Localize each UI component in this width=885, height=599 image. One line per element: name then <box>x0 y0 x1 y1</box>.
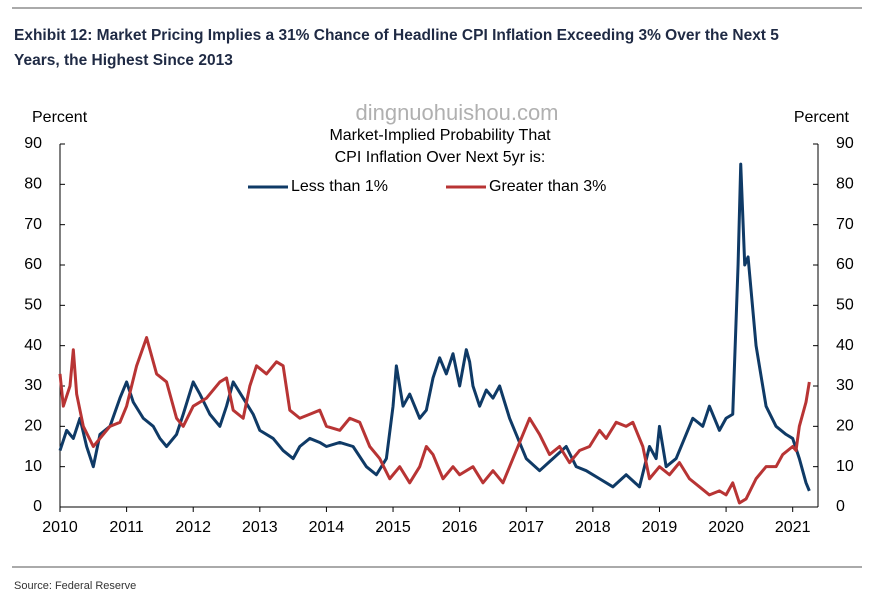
y-tick-label: 50 <box>24 297 42 314</box>
source: Source: Federal Reserve <box>14 580 136 592</box>
x-tick-label: 2016 <box>442 519 478 536</box>
y-axis-label: Percent <box>32 109 88 126</box>
chart-title: Years, the Highest Since 2013 <box>14 52 233 69</box>
x-tick-label: 2012 <box>175 519 211 536</box>
legend-title: CPI Inflation Over Next 5yr is: <box>335 149 546 166</box>
x-tick-label: 2021 <box>775 519 811 536</box>
x-tick-label: 2014 <box>309 519 345 536</box>
y2-tick-label: 20 <box>836 418 854 435</box>
y2-tick-label: 10 <box>836 458 854 475</box>
y-tick-label: 20 <box>24 418 42 435</box>
y-tick-label: 60 <box>24 256 42 273</box>
y-tick-label: 80 <box>24 176 42 193</box>
y-tick-label: 0 <box>33 498 42 515</box>
legend-title: Market-Implied Probability That <box>329 127 551 144</box>
chart-title: Exhibit 12: Market Pricing Implies a 31%… <box>14 27 779 44</box>
x-tick-label: 2018 <box>575 519 611 536</box>
x-tick-label: 2017 <box>508 519 544 536</box>
series-line <box>58 162 811 492</box>
x-tick-label: 2011 <box>109 519 144 536</box>
y2-axis-label: Percent <box>794 109 850 126</box>
y-tick-label: 70 <box>24 216 42 233</box>
y-tick-label: 90 <box>24 135 42 152</box>
y-tick-label: 10 <box>24 458 42 475</box>
y-tick-label: 30 <box>24 377 42 394</box>
y2-tick-label: 90 <box>836 135 854 152</box>
y2-tick-label: 40 <box>836 337 854 354</box>
y2-tick-label: 0 <box>836 498 845 515</box>
x-tick-label: 2010 <box>42 519 78 536</box>
series-line <box>58 336 811 505</box>
y2-tick-label: 80 <box>836 176 854 193</box>
x-tick-label: 2015 <box>375 519 411 536</box>
x-tick-label: 2020 <box>708 519 744 536</box>
y2-tick-label: 70 <box>836 216 854 233</box>
y2-tick-label: 30 <box>836 377 854 394</box>
legend-label: Greater than 3% <box>489 178 606 195</box>
y2-tick-label: 60 <box>836 256 854 273</box>
x-tick-label: 2019 <box>642 519 678 536</box>
watermark: dingnuohuishou.com <box>355 100 558 125</box>
y2-tick-label: 50 <box>836 297 854 314</box>
x-tick-label: 2013 <box>242 519 278 536</box>
legend-label: Less than 1% <box>291 178 388 195</box>
y-tick-label: 40 <box>24 337 42 354</box>
